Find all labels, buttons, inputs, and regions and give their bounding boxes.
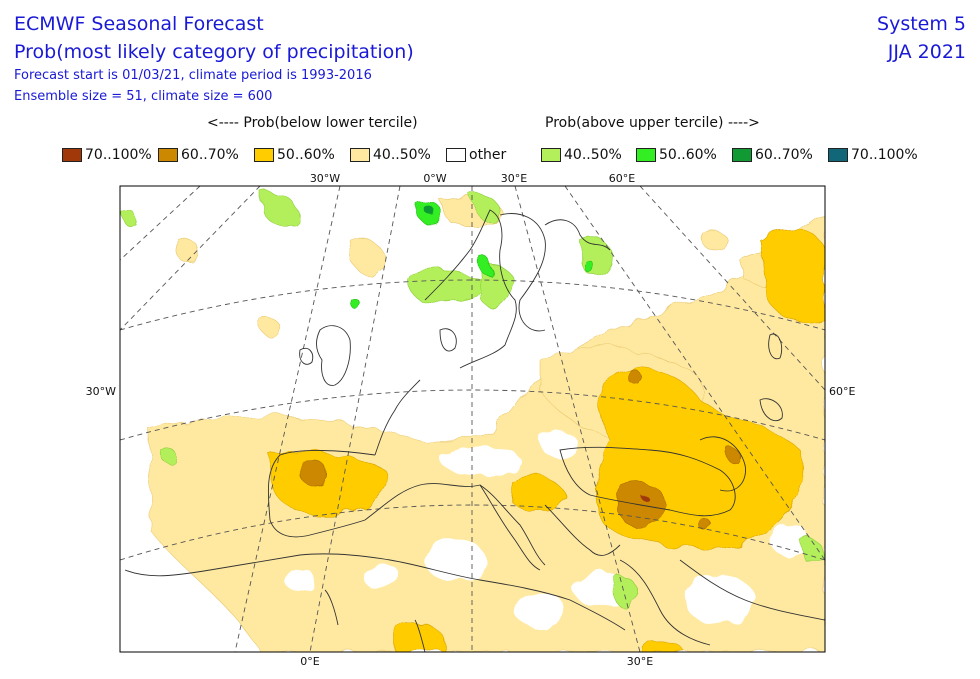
right-tick-60e: 60°E <box>829 385 855 398</box>
legend-swatch <box>636 148 656 162</box>
top-tick-30e: 30°E <box>501 172 527 185</box>
legend-swatch <box>732 148 752 162</box>
forecast-start-info: Forecast start is 01/03/21, climate peri… <box>14 68 372 83</box>
bottom-tick-30e: 30°E <box>627 655 653 668</box>
legend-swatch <box>828 148 848 162</box>
probability-shading <box>121 190 825 652</box>
forecast-variable: Prob(most likely category of precipitati… <box>14 41 414 63</box>
legend-swatch <box>446 148 466 162</box>
legend-swatch <box>158 148 178 162</box>
legend-item-above-50-60: 50..60% <box>636 146 717 164</box>
coastlines <box>124 209 825 652</box>
ensemble-info: Ensemble size = 51, climate size = 600 <box>14 89 273 104</box>
legend-swatch <box>62 148 82 162</box>
legend-label: 40..50% <box>564 147 622 163</box>
legend-label: 50..60% <box>659 147 717 163</box>
season-label: JJA 2021 <box>887 41 966 63</box>
legend-label: other <box>469 147 507 163</box>
legend-item-below-70-100: 70..100% <box>62 146 152 164</box>
legend-swatch <box>350 148 370 162</box>
legend-swatch <box>541 148 561 162</box>
legend-label: 50..60% <box>277 147 335 163</box>
forecast-title: ECMWF Seasonal Forecast <box>14 13 264 35</box>
legend-label: 60..70% <box>755 147 813 163</box>
legend-below-header: <---- Prob(below lower tercile) <box>207 115 418 131</box>
legend-item-above-60-70: 60..70% <box>732 146 813 164</box>
legend-label: 70..100% <box>85 147 152 163</box>
legend-item-above-70-100: 70..100% <box>828 146 918 164</box>
map-frame <box>119 185 826 653</box>
legend-item-below-50-60: 50..60% <box>254 146 335 164</box>
legend-item-below-60-70: 60..70% <box>158 146 239 164</box>
map-axis-labels: 30°W 0°W 30°E 60°E 30°W 60°E 0°E 30°E <box>86 172 856 668</box>
top-tick-60e: 60°E <box>609 172 635 185</box>
legend-item-above-40-50: 40..50% <box>541 146 622 164</box>
legend-label: 70..100% <box>851 147 918 163</box>
top-tick-0w: 0°W <box>423 172 446 185</box>
legend-label: 40..50% <box>373 147 431 163</box>
top-tick-30w: 30°W <box>310 172 340 185</box>
legend-above-header: Prob(above upper tercile) ----> <box>545 115 760 131</box>
legend-label: 60..70% <box>181 147 239 163</box>
legend-swatch <box>254 148 274 162</box>
bottom-tick-0e: 0°E <box>300 655 319 668</box>
left-tick-30w: 30°W <box>86 385 116 398</box>
system-label: System 5 <box>877 13 966 35</box>
legend-item-other: other <box>446 146 506 164</box>
legend-item-below-40-50: 40..50% <box>350 146 431 164</box>
